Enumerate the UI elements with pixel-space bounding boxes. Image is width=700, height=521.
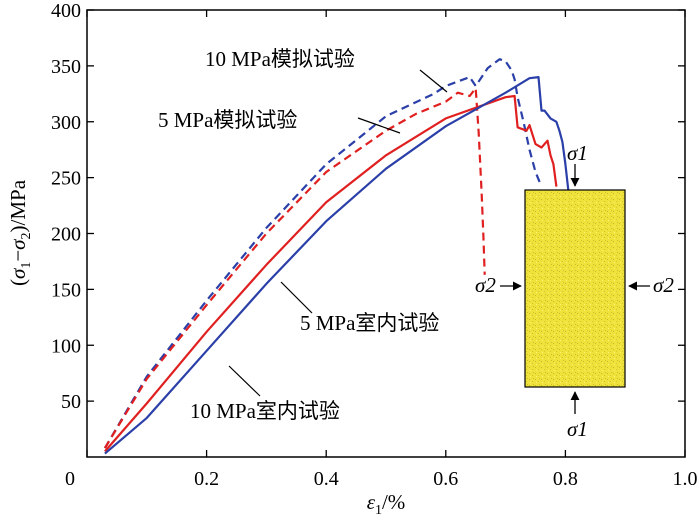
sigma1-bottom-label: σ1 — [567, 417, 588, 441]
sigma2-left-label: σ2 — [475, 273, 496, 297]
annotation-10mpa-lab: 10 MPa室内试验 — [190, 365, 340, 423]
y-tick-label: 150 — [51, 279, 81, 301]
inset-sample-block — [524, 189, 626, 388]
x-tick-label: 0.2 — [194, 468, 219, 490]
leader-10mpa-sim — [419, 69, 448, 93]
series-line-1 — [103, 87, 486, 449]
y-tick-label: 250 — [51, 168, 81, 190]
annotation-5mpa-sim: 5 MPa模拟试验 — [158, 108, 401, 134]
label-5mpa-sim: 5 MPa模拟试验 — [158, 108, 297, 132]
y-tick-label: 200 — [51, 224, 81, 246]
annotation-10mpa-sim: 10 MPa模拟试验 — [205, 47, 448, 93]
leader-5mpa-sim — [357, 117, 401, 134]
y-tick-label: 400 — [51, 0, 81, 22]
sigma1-top-label: σ1 — [567, 141, 588, 165]
axis-tick-labels: 0 0.2 0.4 0.6 0.8 1.0 50 100 150 200 250 300 350 400 — [51, 0, 698, 490]
y-tick-label: 100 — [51, 335, 81, 357]
y-tick-label: 350 — [51, 56, 81, 78]
inset-sample: σ1 σ2 σ2 σ1 — [475, 141, 674, 441]
series-line-2 — [104, 94, 558, 453]
y-tick-label: 50 — [61, 391, 81, 413]
y-axis-title: (σ1−σ2)/MPa — [6, 179, 34, 286]
x-tick-label: 0.4 — [314, 468, 339, 490]
leader-10mpa-lab — [228, 365, 261, 397]
series-line-3 — [104, 76, 570, 455]
label-10mpa-sim: 10 MPa模拟试验 — [205, 47, 355, 71]
y-tick-label: 300 — [51, 112, 81, 134]
x-tick-label: 1.0 — [673, 468, 698, 490]
label-10mpa-lab: 10 MPa室内试验 — [190, 399, 340, 423]
sigma2-right-label: σ2 — [653, 273, 674, 297]
x-tick-label: 0.6 — [433, 468, 458, 490]
label-5mpa-lab: 5 MPa室内试验 — [300, 311, 439, 335]
series-line-0 — [103, 58, 543, 449]
axis-ticks — [86, 9, 686, 457]
series-layer — [103, 58, 570, 455]
annotation-5mpa-lab: 5 MPa室内试验 — [280, 281, 439, 335]
x-tick-label: 0 — [65, 468, 75, 490]
x-tick-label: 0.8 — [553, 468, 578, 490]
leader-5mpa-lab — [280, 281, 313, 314]
x-axis-title: ε1/% — [367, 490, 406, 518]
